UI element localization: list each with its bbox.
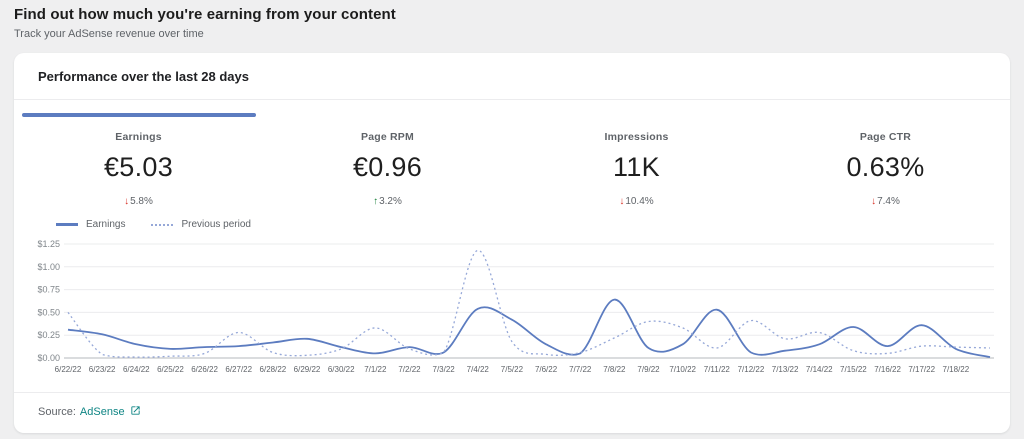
metric-value: 11K: [613, 152, 660, 182]
metric: Earnings €5.03 ↓5.8%: [14, 121, 263, 207]
page-header: Find out how much you're earning from yo…: [14, 6, 1010, 40]
legend-label: Previous period: [181, 219, 251, 230]
legend-item: Earnings: [56, 219, 125, 230]
x-axis-tick: 7/11/22: [704, 365, 731, 374]
metric-delta: ↓10.4%: [512, 196, 761, 207]
x-axis-tick: 7/5/22: [501, 365, 524, 374]
delta-value: 3.2%: [379, 196, 402, 207]
x-axis-tick: 6/26/22: [191, 365, 218, 374]
performance-card: Performance over the last 28 days Earnin…: [14, 53, 1010, 433]
y-axis-tick: $1.00: [37, 262, 60, 272]
metric-value: €5.03: [103, 152, 174, 182]
x-axis-tick: 7/10/22: [669, 365, 696, 374]
external-link-icon[interactable]: [130, 405, 141, 419]
metric-delta: ↑3.2%: [263, 196, 512, 207]
x-axis-tick: 6/24/22: [123, 365, 150, 374]
source-label: Source:: [38, 406, 76, 418]
x-axis-tick: 6/29/22: [294, 365, 321, 374]
x-axis-tick: 6/22/22: [55, 365, 82, 374]
delta-arrow-icon: ↓: [124, 196, 130, 207]
x-axis-tick: 7/15/22: [840, 365, 867, 374]
y-axis-tick: $0.00: [37, 353, 60, 363]
adsense-link[interactable]: AdSense: [79, 406, 125, 418]
metric-value: €0.96: [352, 152, 423, 182]
metric-delta: ↓7.4%: [761, 196, 1010, 207]
metric-label: Page RPM: [361, 131, 414, 143]
metric-delta: ↓5.8%: [14, 196, 263, 207]
x-axis-tick: 7/18/22: [943, 365, 970, 374]
chart-area: Earnings Previous period $0.00 $0.25 $0.50 $…: [14, 215, 1010, 392]
card-footer: Source: AdSense: [14, 392, 1010, 433]
delta-arrow-icon: ↑: [373, 196, 379, 207]
x-axis-tick: 7/13/22: [772, 365, 799, 374]
x-axis-tick: 7/8/22: [603, 365, 626, 374]
x-axis-tick: 7/2/22: [398, 365, 421, 374]
x-axis-tick: 7/1/22: [364, 365, 387, 374]
card-title: Performance over the last 28 days: [38, 69, 249, 84]
x-axis-tick: 7/17/22: [908, 365, 935, 374]
legend-item: Previous period: [151, 219, 251, 230]
legend-label: Earnings: [86, 219, 126, 230]
metrics-row: Earnings €5.03 ↓5.8% Page RPM €0.96 ↑3.2…: [14, 117, 1010, 215]
metric: Page CTR 0.63% ↓7.4%: [761, 121, 1010, 207]
card-header: Performance over the last 28 days: [14, 53, 1010, 100]
x-axis-tick: 7/7/22: [569, 365, 592, 374]
x-axis-tick: 7/6/22: [535, 365, 558, 374]
x-axis-tick: 6/30/22: [328, 365, 355, 374]
delta-value: 7.4%: [877, 196, 900, 207]
metric-label: Earnings: [115, 131, 162, 143]
y-axis-tick: $0.25: [37, 330, 60, 340]
delta-value: 5.8%: [130, 196, 153, 207]
y-axis-tick: $1.25: [37, 239, 60, 249]
page-title: Find out how much you're earning from yo…: [14, 6, 396, 23]
x-axis-tick: 7/14/22: [806, 365, 833, 374]
earnings-line-chart: $0.00 $0.25 $0.50 $0.75 $1.00 $1.25 6/22/22 6/2…: [37, 239, 994, 374]
x-axis-tick: 6/23/22: [89, 365, 116, 374]
page-subtitle: Track your AdSense revenue over time: [14, 28, 204, 40]
delta-arrow-icon: ↓: [871, 196, 877, 207]
delta-arrow-icon: ↓: [619, 196, 625, 207]
x-axis-tick: 6/28/22: [260, 365, 287, 374]
solid-line-swatch-icon: [56, 223, 78, 226]
dotted-line-swatch-icon: [151, 223, 174, 226]
metric-label: Impressions: [604, 131, 669, 143]
progress-indicator-bar: [22, 113, 256, 117]
metric-value: 0.63%: [846, 152, 925, 182]
metric-label: Page CTR: [859, 131, 912, 143]
x-axis-tick: 7/4/22: [467, 365, 490, 374]
metric: Page RPM €0.96 ↑3.2%: [263, 121, 512, 207]
x-axis-tick: 7/12/22: [738, 365, 765, 374]
chart-legend: Earnings Previous period: [56, 219, 1010, 230]
y-axis-tick: $0.75: [37, 285, 60, 295]
series-line-earnings: [67, 298, 991, 358]
x-axis-tick: 6/27/22: [225, 365, 252, 374]
x-axis-tick: 7/9/22: [637, 365, 660, 374]
x-axis-tick: 7/3/22: [433, 365, 456, 374]
delta-value: 10.4%: [625, 196, 654, 207]
x-axis-tick: 7/16/22: [874, 365, 901, 374]
x-axis-tick: 6/25/22: [157, 365, 184, 374]
metric: Impressions 11K ↓10.4%: [512, 121, 761, 207]
y-axis-tick: $0.50: [37, 307, 60, 317]
